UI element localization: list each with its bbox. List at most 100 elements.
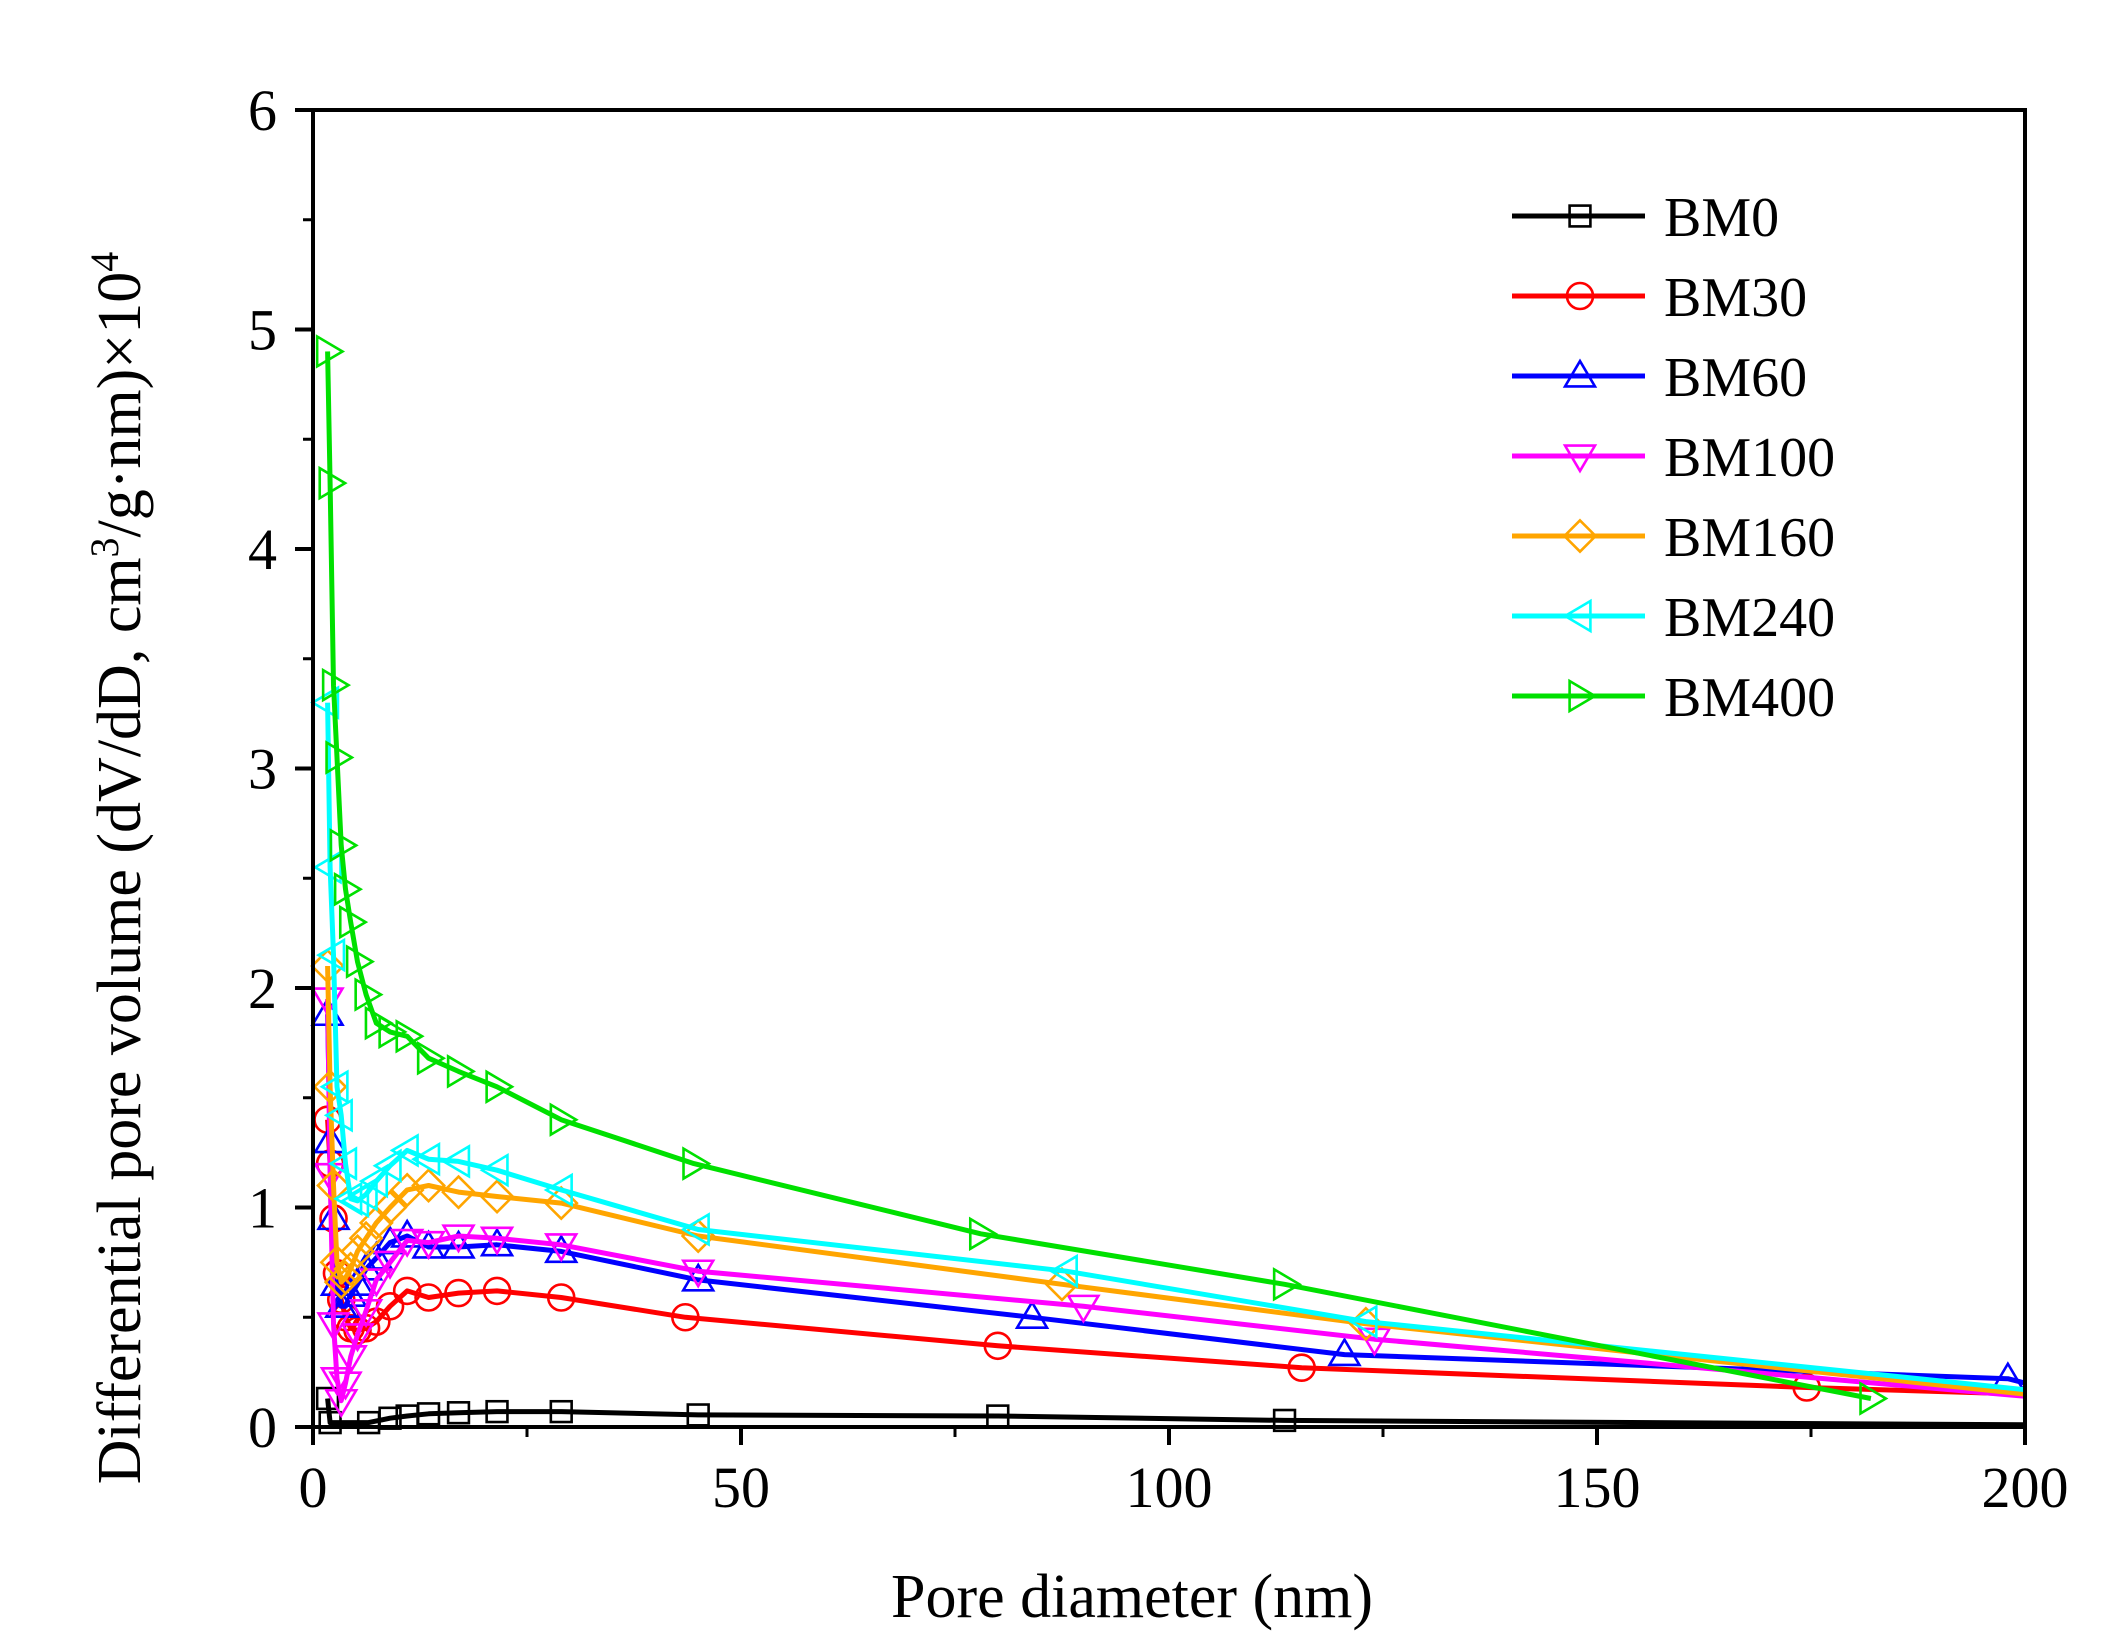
series-BM160 xyxy=(310,948,2026,1397)
data-point-BM240 xyxy=(1048,1253,1078,1289)
y-tick-label: 1 xyxy=(248,1176,277,1241)
data-point-BM60 xyxy=(1014,1299,1050,1329)
data-point-BM100 xyxy=(411,1230,446,1261)
data-point-BM240 xyxy=(358,1163,389,1199)
data-point-BM240 xyxy=(543,1172,573,1208)
data-point-BM400 xyxy=(549,1102,579,1137)
data-point-BM160 xyxy=(316,1168,351,1203)
series-line-BM60 xyxy=(325,1014,2026,1386)
data-point-BM400 xyxy=(325,740,355,775)
y-axis-title-main: Differential pore volume (dV/dD, cm xyxy=(86,557,154,1484)
data-point-BM240 xyxy=(479,1152,509,1188)
data-point-BM160 xyxy=(479,1179,515,1214)
series-line-BM240 xyxy=(325,702,2026,1393)
data-point-BM400 xyxy=(338,904,369,940)
data-point-BM400 xyxy=(315,334,346,369)
data-point-BM160 xyxy=(310,948,345,984)
x-tick-label: 100 xyxy=(1126,1455,1213,1520)
data-point-BM100 xyxy=(372,1250,408,1280)
data-point-BM0 xyxy=(485,1399,509,1424)
data-point-BM400 xyxy=(1859,1381,1889,1416)
legend-label: BM60 xyxy=(1664,347,1807,409)
data-point-BM0 xyxy=(315,1386,340,1411)
data-point-BM240 xyxy=(372,1148,402,1184)
y-tick-label: 2 xyxy=(248,956,277,1021)
data-point-BM400 xyxy=(329,828,359,863)
data-point-BM160 xyxy=(328,1260,363,1296)
data-point-BM30 xyxy=(671,1302,700,1332)
data-point-BM240 xyxy=(319,1069,349,1105)
data-point-BM400 xyxy=(485,1069,515,1105)
y-axis-title-sup2: 4 xyxy=(82,252,127,272)
data-point-BM60 xyxy=(441,1229,476,1259)
data-point-BM400 xyxy=(333,871,364,907)
series-BM240 xyxy=(310,685,2026,1393)
data-point-BM100 xyxy=(316,1312,351,1342)
legend-marker-BM30 xyxy=(1565,281,1595,311)
data-point-BM240 xyxy=(680,1212,710,1247)
legend-item-BM160: BM160 xyxy=(1512,507,1835,569)
data-point-BM0 xyxy=(446,1401,471,1425)
legend-item-BM100: BM100 xyxy=(1512,427,1835,489)
y-tick-label: 3 xyxy=(248,737,277,802)
data-point-BM100 xyxy=(328,1371,363,1401)
legend-label: BM240 xyxy=(1664,587,1835,649)
data-point-BM400 xyxy=(395,1019,425,1054)
data-point-BM160 xyxy=(389,1172,425,1208)
legend: BM0 BM30 BM60 BM100 BM160 BM240 BM400 xyxy=(1512,187,1835,729)
data-point-BM400 xyxy=(354,977,384,1012)
data-point-BM100 xyxy=(544,1233,579,1263)
data-point-BM240 xyxy=(1348,1304,1378,1339)
legend-label: BM160 xyxy=(1664,507,1835,569)
legend-item-BM30: BM30 xyxy=(1512,267,1807,329)
legend-marker-BM400 xyxy=(1568,678,1598,714)
legend-marker-BM240 xyxy=(1562,598,1592,634)
data-point-BM100 xyxy=(680,1259,716,1289)
data-point-BM160 xyxy=(1044,1266,1080,1302)
data-point-BM100 xyxy=(441,1224,476,1254)
data-point-BM60 xyxy=(340,1266,375,1297)
data-point-BM400 xyxy=(968,1216,999,1252)
data-point-BM30 xyxy=(414,1283,443,1312)
series-BM0 xyxy=(315,1386,2026,1435)
data-point-BM240 xyxy=(441,1144,471,1179)
x-axis-title: Pore diameter (nm) xyxy=(891,1563,1373,1631)
data-point-BM240 xyxy=(310,685,340,720)
data-point-BM30 xyxy=(1287,1353,1316,1383)
legend-label: BM30 xyxy=(1664,267,1807,329)
series-layer xyxy=(310,334,2026,1435)
data-point-BM30 xyxy=(983,1331,1013,1361)
y-tick-label: 5 xyxy=(248,298,277,363)
data-point-BM0 xyxy=(549,1399,573,1424)
data-point-BM60 xyxy=(680,1262,716,1292)
data-point-BM100 xyxy=(333,1345,368,1375)
y-axis-title-mid: /g·nm)×10 xyxy=(86,272,154,538)
data-point-BM30 xyxy=(482,1276,512,1306)
data-point-BM400 xyxy=(1272,1267,1303,1302)
y-axis-title-sup1: 3 xyxy=(82,537,127,557)
data-point-BM60 xyxy=(1327,1337,1362,1367)
data-point-BM400 xyxy=(318,465,348,501)
y-tick-label: 4 xyxy=(248,517,277,582)
data-point-BM100 xyxy=(340,1323,375,1353)
series-BM400 xyxy=(315,334,1889,1416)
data-point-BM400 xyxy=(321,667,352,703)
data-point-BM160 xyxy=(441,1174,476,1210)
data-point-BM240 xyxy=(389,1133,419,1168)
data-point-BM400 xyxy=(416,1041,447,1076)
legend-marker-BM0 xyxy=(1568,204,1592,228)
legend-item-BM0: BM0 xyxy=(1512,187,1779,249)
axes-layer: 0 50 100 150 200 0 1 2 3 4 5 6 xyxy=(248,78,2069,1520)
data-point-BM160 xyxy=(411,1168,446,1203)
data-point-BM240 xyxy=(316,937,346,973)
legend-marker-BM60 xyxy=(1562,358,1598,388)
data-point-BM160 xyxy=(340,1233,375,1269)
legend-label: BM100 xyxy=(1664,427,1835,489)
data-point-BM240 xyxy=(348,1177,378,1212)
data-point-BM30 xyxy=(392,1276,422,1306)
legend-item-BM60: BM60 xyxy=(1512,347,1807,409)
data-point-BM100 xyxy=(348,1298,384,1329)
y-tick-label: 0 xyxy=(248,1395,277,1460)
data-point-BM400 xyxy=(378,1014,408,1050)
data-point-BM240 xyxy=(328,1146,358,1181)
